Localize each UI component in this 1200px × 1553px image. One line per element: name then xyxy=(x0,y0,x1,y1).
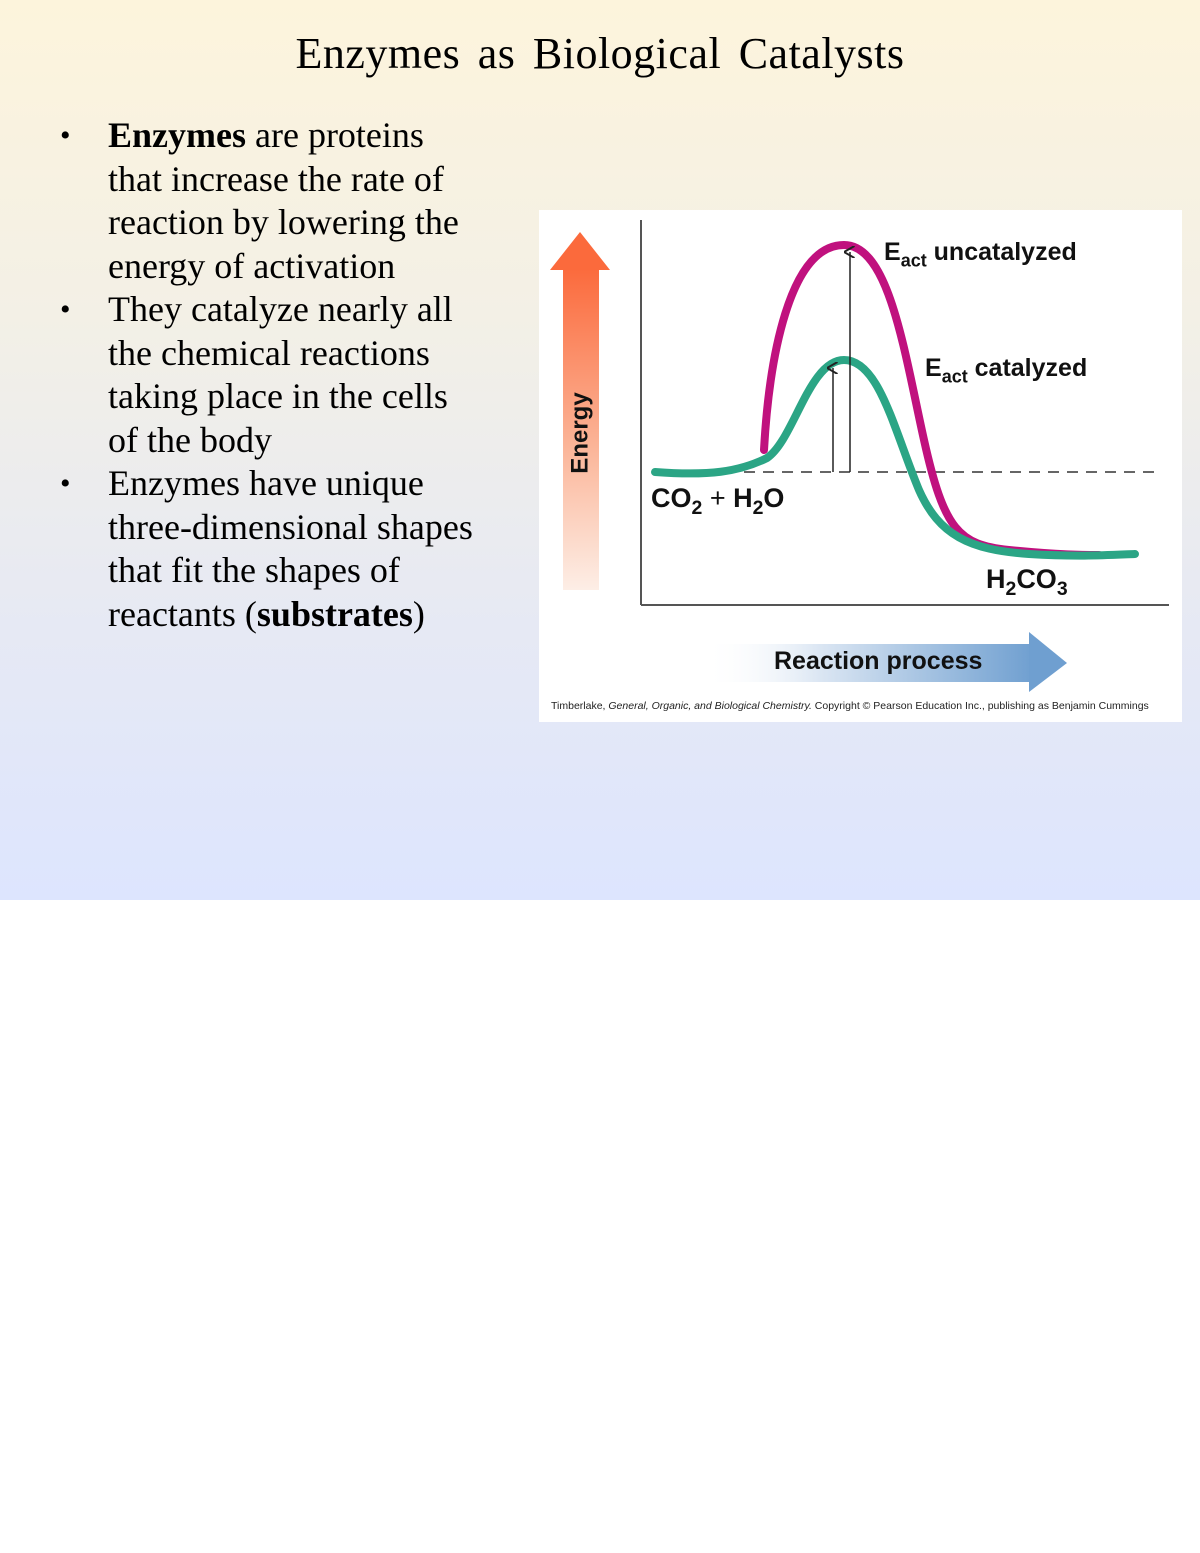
energy-diagram-graphic xyxy=(550,220,1169,692)
bullet-text: ) xyxy=(412,593,425,634)
product-label: H2CO3 xyxy=(986,564,1068,600)
bold-term: substrates xyxy=(256,593,413,634)
bullet-item: • Enzymes are proteins that increase the… xyxy=(58,114,478,288)
bullet-icon: • xyxy=(60,119,71,152)
y-axis-label: Energy xyxy=(567,392,594,474)
reaction-process-arrow-icon xyxy=(704,632,1067,692)
bullet-icon: • xyxy=(60,467,71,500)
bullet-text: are proteins that increase the rate of r… xyxy=(108,115,459,286)
figure-credit: Timberlake, General, Organic, and Biolog… xyxy=(551,700,1149,712)
bullet-item: • They catalyze nearly all the chemical … xyxy=(58,288,478,462)
bold-term: Enzymes xyxy=(108,115,246,155)
energy-diagram: Energy Eact uncatalyzed Eact catalyzed C… xyxy=(539,210,1182,722)
energy-arrow-icon xyxy=(550,232,610,590)
slide: Enzymes as Biological Catalysts • Enzyme… xyxy=(0,0,1200,900)
bullet-text: They catalyze nearly all the chemical re… xyxy=(108,289,453,460)
bullet-item: • Enzymes have unique three-dimensional … xyxy=(58,462,478,636)
catalyzed-curve xyxy=(651,355,1139,560)
bullet-list: • Enzymes are proteins that increase the… xyxy=(58,114,478,636)
catalyzed-label: Eact catalyzed xyxy=(925,354,1088,387)
slide-title: Enzymes as Biological Catalysts xyxy=(295,29,905,78)
reactants-label: CO2 + H2O xyxy=(651,483,785,519)
uncatalyzed-label: Eact uncatalyzed xyxy=(884,238,1077,271)
bullet-icon: • xyxy=(60,293,71,326)
bullet-text: Enzymes have unique three-dimensional sh… xyxy=(108,463,473,634)
x-axis-label: Reaction process xyxy=(774,647,983,675)
